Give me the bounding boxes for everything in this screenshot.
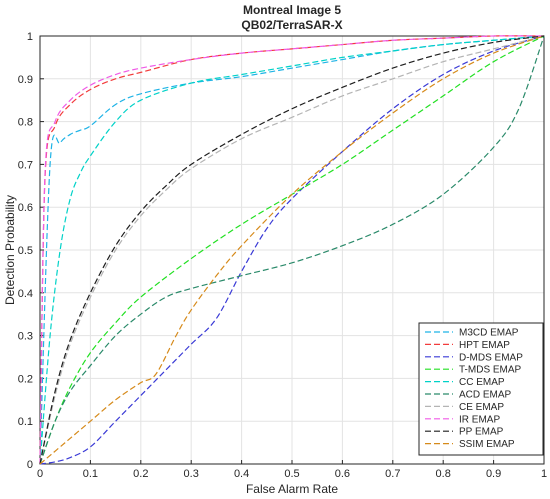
x-tick-label: 0.6: [335, 468, 350, 480]
y-tick-label: 0.2: [18, 373, 33, 385]
legend-label: SSIM EMAP: [459, 439, 515, 450]
x-tick-label: 0.9: [486, 468, 501, 480]
series-line-10: [39, 35, 545, 465]
legend-label: PP EMAP: [459, 427, 504, 438]
y-tick-label: 0.3: [18, 331, 33, 343]
x-tick-label: 0.4: [234, 468, 249, 480]
x-tick-label: 0: [37, 468, 43, 480]
series-line-6: [39, 35, 545, 465]
x-tick-label: 0.5: [284, 468, 299, 480]
x-tick-label: 0.2: [133, 468, 148, 480]
legend-label: ACD EMAP: [459, 390, 512, 401]
y-tick-labels: 0 0.1 0.2 0.3 0.4 0.5 0.6 0.7 0.8 0.9 1: [18, 31, 33, 471]
chart-subtitle: QB02/TerraSAR-X: [241, 18, 342, 32]
series-line-4: [39, 35, 545, 465]
y-tick-label: 1: [27, 31, 33, 43]
y-tick-label: 0.7: [18, 159, 33, 171]
x-tick-label: 0.1: [83, 468, 98, 480]
legend-label: CE EMAP: [459, 402, 504, 413]
series-line-9: [39, 35, 545, 465]
y-tick-label: 0.4: [18, 288, 33, 300]
y-tick-label: 0.9: [18, 74, 33, 86]
y-tick-label: 0.5: [18, 245, 33, 257]
x-tick-label: 0.8: [436, 468, 451, 480]
series-line-7: [39, 35, 545, 465]
legend-label: D-MDS EMAP: [459, 352, 523, 363]
x-tick-label: 0.7: [385, 468, 400, 480]
chart-title: Montreal Image 5: [243, 3, 341, 17]
series-line-3: [39, 35, 545, 465]
y-tick-label: 0.8: [18, 117, 33, 129]
legend-label: CC EMAP: [459, 377, 505, 388]
series-lines: [39, 35, 545, 465]
legend-label: IR EMAP: [459, 414, 500, 425]
y-tick-label: 0.6: [18, 202, 33, 214]
x-tick-label: 0.3: [184, 468, 199, 480]
series-line-2: [39, 35, 545, 465]
plot-area: [39, 35, 545, 465]
legend-label: HPT EMAP: [459, 340, 510, 351]
legend-label: T-MDS EMAP: [459, 365, 522, 376]
legend-label: M3CD EMAP: [459, 328, 519, 339]
x-tick-labels: 0 0.1 0.2 0.3 0.4 0.5 0.6 0.7 0.8 0.9 1: [37, 468, 547, 480]
series-line-5: [39, 35, 545, 465]
x-axis-label: False Alarm Rate: [246, 482, 338, 496]
y-tick-label: 0: [27, 459, 33, 471]
y-axis-label: Detection Probability: [3, 195, 17, 305]
y-tick-label: 0.1: [18, 416, 33, 428]
x-tick-label: 1: [541, 468, 547, 480]
